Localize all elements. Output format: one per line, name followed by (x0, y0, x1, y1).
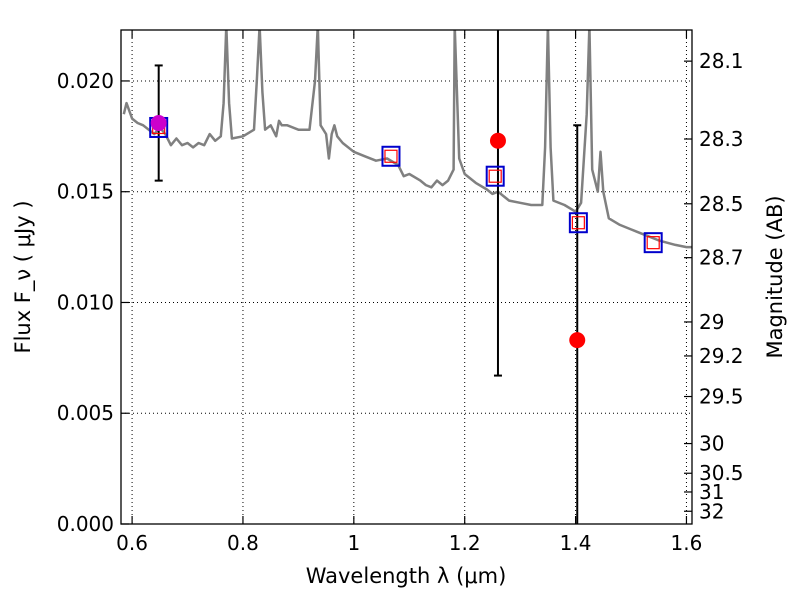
x-axis-label: Wavelength λ (μm) (306, 564, 507, 588)
y2-tick-label: 28.5 (699, 192, 744, 216)
plot-frame (120, 29, 693, 525)
observed-point (569, 332, 586, 349)
y2-tick-label: 29.5 (699, 385, 744, 409)
y-axis-label: Flux F_ν ( μJy ) (11, 200, 36, 353)
data-layer (122, 30, 692, 524)
y2-axis-label: Magnitude (AB) (763, 195, 787, 358)
ticks: 0.6 0.8 1 1.2 1.4 1.6 0.000 0.005 0.010 0.015 0.02… (57, 30, 744, 555)
y-tick-label: 0.000 (57, 512, 114, 536)
y2-tick-label: 28.3 (699, 127, 744, 151)
y-tick-label: 0.015 (57, 180, 114, 204)
model-point-inner (384, 149, 398, 163)
model-point-inner (488, 169, 502, 183)
x-tick-label: 1.4 (560, 531, 592, 555)
y2-tick-label: 29.2 (699, 344, 744, 368)
y2-tick-label: 30.5 (699, 461, 744, 485)
model-point (643, 232, 663, 254)
observed-point (489, 132, 506, 149)
y-tick-label: 0.010 (57, 290, 114, 314)
x-tick-label: 0.6 (116, 531, 148, 555)
y2-tick-label: 32 (699, 499, 724, 523)
model-point (381, 145, 401, 167)
model-spectrum-line (122, 30, 692, 249)
x-tick-label: 1 (347, 531, 360, 555)
y2-tick-label: 31 (699, 480, 724, 504)
x-tick-label: 0.8 (227, 531, 259, 555)
observed-point (150, 115, 167, 132)
y2-tick-label: 28.7 (699, 246, 744, 270)
y2-tick-label: 29 (699, 310, 724, 334)
model-point (485, 165, 505, 187)
x-tick-label: 1.2 (449, 531, 481, 555)
y-tick-label: 0.020 (57, 69, 114, 93)
y2-tick-label: 28.1 (699, 49, 744, 73)
y2-tick-label: 30 (699, 432, 724, 456)
x-tick-label: 1.6 (671, 531, 703, 555)
y-tick-label: 0.005 (57, 401, 114, 425)
model-point-inner (646, 236, 660, 250)
model-point-inner (571, 216, 585, 230)
model-point (568, 212, 588, 234)
plot-background (121, 30, 692, 524)
